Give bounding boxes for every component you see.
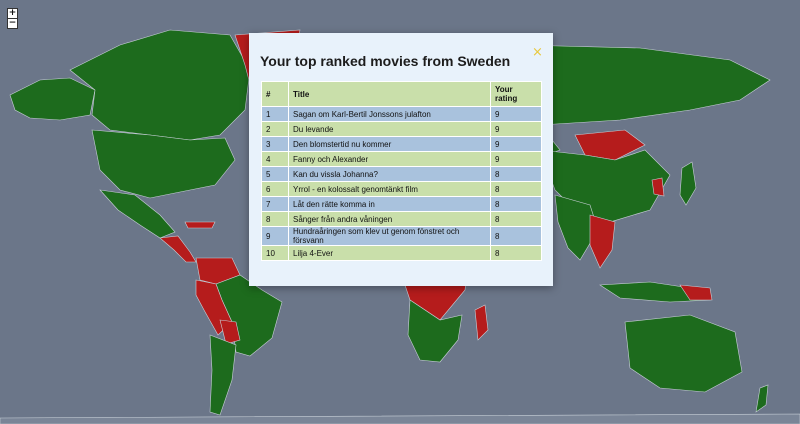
cell-rank: 1 xyxy=(261,106,289,122)
map-country-mongolia xyxy=(574,129,646,161)
map-country-southeast-asia xyxy=(589,214,616,269)
map-country-argentina xyxy=(209,334,237,416)
movies-modal: Your top ranked movies from Sweden × # T… xyxy=(249,33,553,286)
cell-title: Sagan om Karl-Bertil Jonssons julafton xyxy=(288,106,491,122)
map-country-central-america xyxy=(159,235,197,263)
cell-rank: 2 xyxy=(261,121,289,137)
map-country-cuba xyxy=(184,221,216,229)
map-country-india xyxy=(554,194,599,261)
map-country-korea xyxy=(651,177,665,197)
map-country-mexico xyxy=(99,189,176,239)
movies-table-body: 1 Sagan om Karl-Bertil Jonssons julafton 9… xyxy=(261,106,542,261)
cell-title: Sånger från andra våningen xyxy=(288,211,491,227)
map-country-bolivia xyxy=(219,319,241,345)
map-antarctica xyxy=(0,413,800,424)
table-row: 1 Sagan om Karl-Bertil Jonssons julafton 9 xyxy=(261,106,542,122)
map-country-new-zealand xyxy=(755,384,769,413)
map-country-usa xyxy=(91,129,236,199)
table-row: 5 Kan du vissla Johanna? 8 xyxy=(261,166,542,182)
map-country-southern-africa xyxy=(407,299,463,363)
cell-rating: 8 xyxy=(490,211,542,227)
movies-table: # Title Your rating 1 Sagan om Karl-Bertil… xyxy=(261,81,542,261)
cell-rating: 9 xyxy=(490,121,542,137)
cell-title: Yrrol - en kolossalt genomtänkt film xyxy=(288,181,491,197)
table-row: 4 Fanny och Alexander 9 xyxy=(261,151,542,167)
table-row: 8 Sånger från andra våningen 8 xyxy=(261,211,542,227)
cell-title: Kan du vissla Johanna? xyxy=(288,166,491,182)
cell-title: Du levande xyxy=(288,121,491,137)
cell-rank: 4 xyxy=(261,151,289,167)
cell-rating: 9 xyxy=(490,106,542,122)
cell-rank: 3 xyxy=(261,136,289,152)
column-header-rating-line2: rating xyxy=(495,94,518,103)
cell-rating: 9 xyxy=(490,136,542,152)
column-header-rating: Your rating xyxy=(490,81,542,107)
cell-rank: 5 xyxy=(261,166,289,182)
table-row: 6 Yrrol - en kolossalt genomtänkt film 8 xyxy=(261,181,542,197)
cell-rating: 9 xyxy=(490,151,542,167)
table-row: 7 Låt den rätte komma in 8 xyxy=(261,196,542,212)
cell-rank: 7 xyxy=(261,196,289,212)
column-header-rating-line1: Your xyxy=(495,85,513,94)
map-country-canada xyxy=(69,29,251,141)
cell-rating: 8 xyxy=(490,181,542,197)
cell-title: Låt den rätte komma in xyxy=(288,196,491,212)
map-country-papua xyxy=(679,284,713,301)
cell-title: Den blomstertid nu kommer xyxy=(288,136,491,152)
table-row: 3 Den blomstertid nu kommer 9 xyxy=(261,136,542,152)
cell-title: Lilja 4-Ever xyxy=(288,245,491,261)
map-country-madagascar xyxy=(474,304,489,341)
modal-title: Your top ranked movies from Sweden xyxy=(260,53,511,69)
cell-title: Fanny och Alexander xyxy=(288,151,491,167)
map-country-australia xyxy=(624,314,743,393)
zoom-out-button[interactable]: − xyxy=(7,18,18,29)
column-header-title: Title xyxy=(288,81,491,107)
cell-rank: 9 xyxy=(261,226,289,246)
cell-rating: 8 xyxy=(490,226,542,246)
table-row: 10 Lilja 4-Ever 8 xyxy=(261,245,542,261)
table-row: 9 Hundraåringen som klev ut genom fönstre… xyxy=(261,226,542,246)
cell-rating: 8 xyxy=(490,245,542,261)
cell-rating: 8 xyxy=(490,196,542,212)
table-header-row: # Title Your rating xyxy=(261,81,542,107)
cell-rank: 8 xyxy=(261,211,289,227)
table-row: 2 Du levande 9 xyxy=(261,121,542,137)
map-country-alaska xyxy=(9,77,96,121)
cell-rank: 6 xyxy=(261,181,289,197)
cell-rank: 10 xyxy=(261,245,289,261)
column-header-rank: # xyxy=(261,81,289,107)
map-country-japan xyxy=(679,161,697,206)
cell-rating: 8 xyxy=(490,166,542,182)
close-icon[interactable]: × xyxy=(532,45,543,60)
cell-title: Hundraåringen som klev ut genom fönstret… xyxy=(288,226,491,246)
